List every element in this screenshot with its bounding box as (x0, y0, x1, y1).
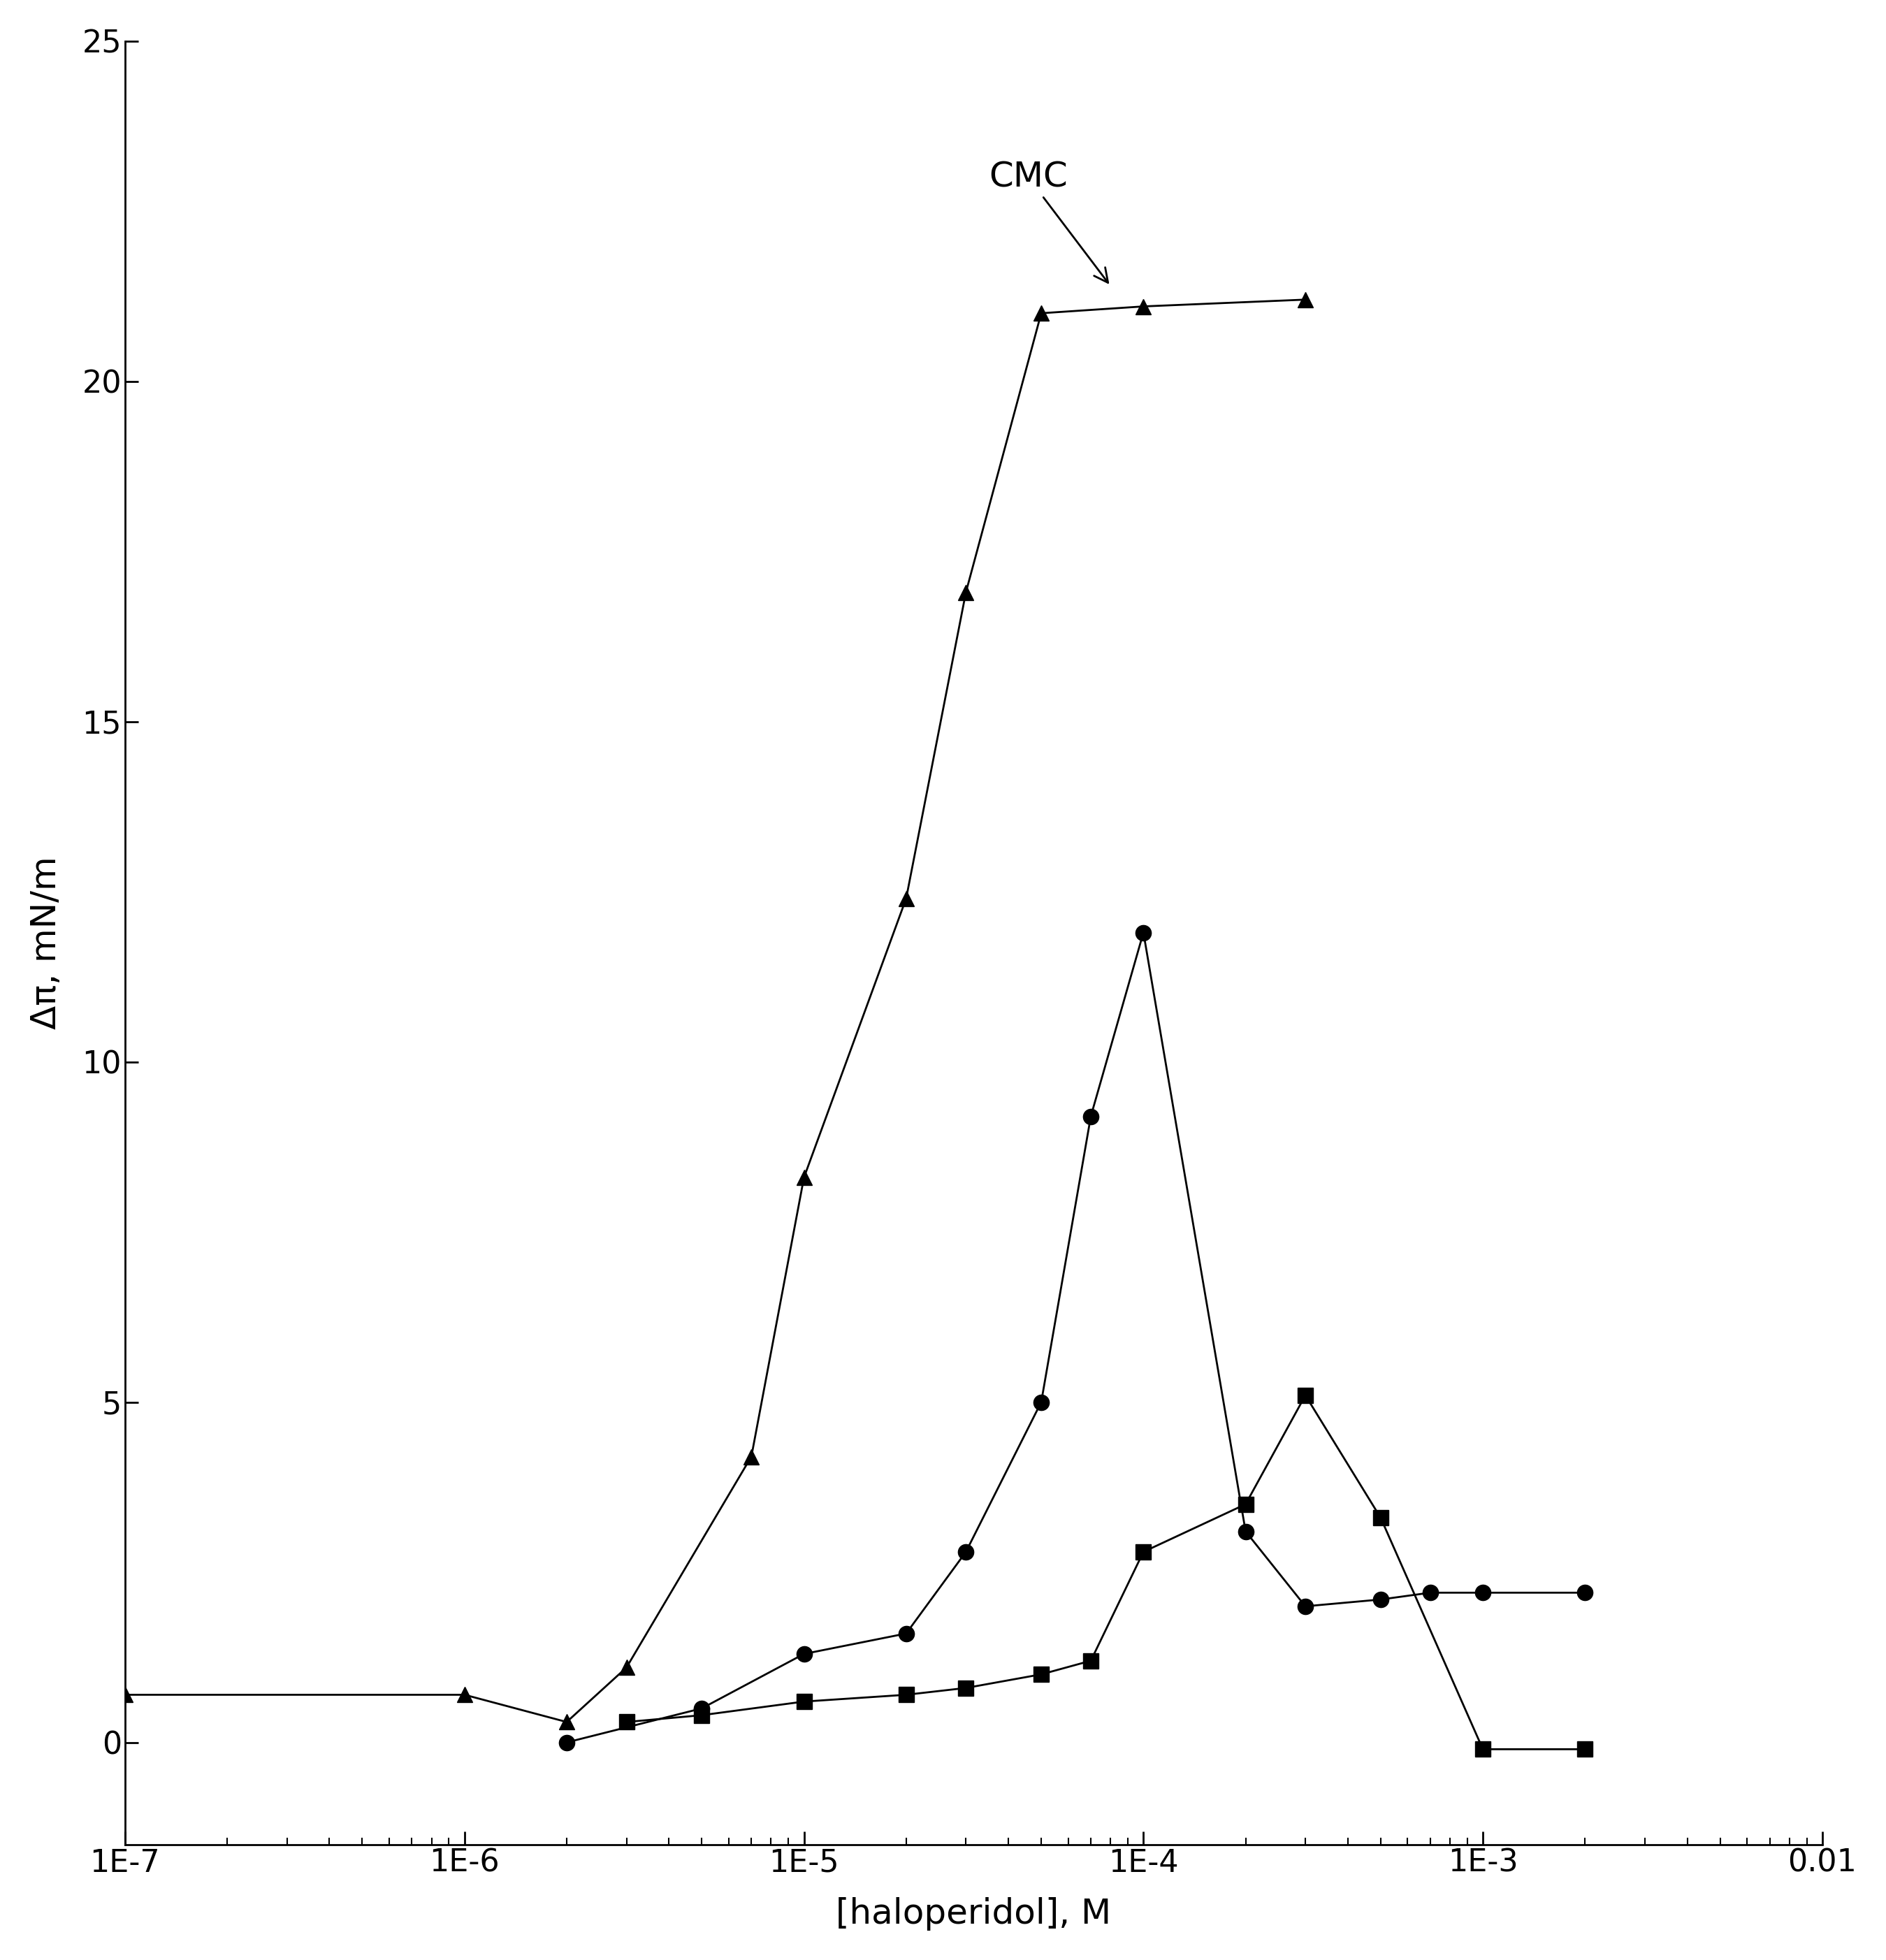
Text: CMC: CMC (988, 161, 1109, 282)
Y-axis label: Δπ, mN/m: Δπ, mN/m (28, 857, 62, 1029)
X-axis label: [haloperidol], M: [haloperidol], M (835, 1897, 1111, 1931)
